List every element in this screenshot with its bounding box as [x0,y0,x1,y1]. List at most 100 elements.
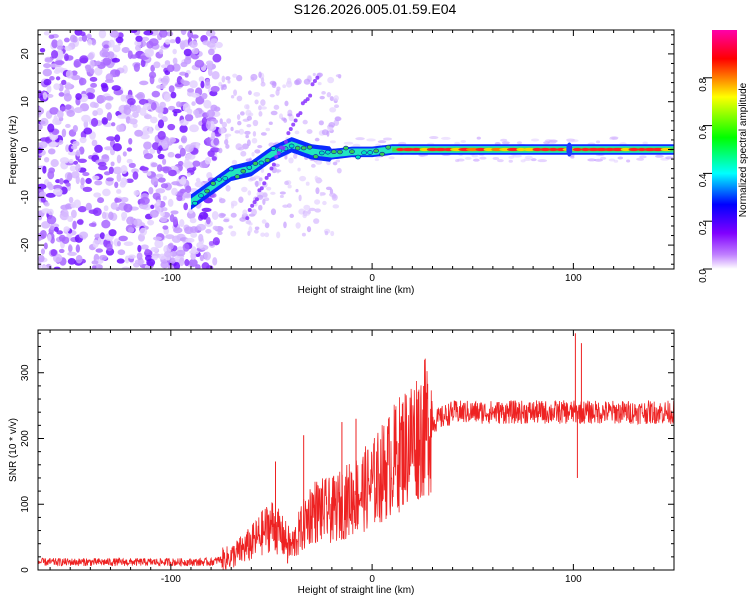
spectrogram-noise-blob [219,118,223,125]
spectrogram-noise-blob [149,209,159,218]
spectrogram-noise-blob [111,122,116,127]
spectrogram-noise-blob [189,124,199,133]
spectrogram-noise-blob [609,136,619,140]
spectrogram-noise-blob [254,226,260,230]
spectrogram-noise-blob [75,163,81,172]
spectrogram-noise-blob [317,81,322,86]
spectrogram-noise-blob [50,249,58,257]
spectrogram-noise-blob [173,111,178,117]
spectrogram-noise-blob [175,101,182,108]
spectrogram-noise-blob [206,136,211,146]
y-tick-label: 300 [20,364,31,381]
spectrogram-ridge-peak [491,147,503,152]
spectrogram-noise-blob [224,133,232,137]
spectrogram-noise-blob [112,166,123,175]
spectrogram-ridge-peak [396,147,405,152]
spectrogram-noise-blob [103,44,109,49]
spectrogram-ridge-blob [270,146,277,151]
spectrogram-noise-blob [139,166,149,171]
spectrogram-noise-blob [170,91,177,99]
spectrogram-noise-blob [205,30,216,37]
spectrogram-noise-blob [245,134,249,139]
spectrogram-noise-blob [179,257,185,267]
spectrogram-streak-blob [308,93,313,98]
spectrogram-ridge-blob [246,165,253,170]
spectrogram-noise-blob [48,167,56,174]
spectrogram-noise-blob [94,264,103,269]
spectrogram-noise-blob [254,180,259,188]
spectrogram-noise-blob [240,150,247,157]
spectrogram-ridge-peak [610,147,625,152]
spectrogram-noise-blob [161,77,169,87]
spectrogram-noise-blob [185,185,192,194]
spectrogram-noise-blob [43,78,52,86]
spectrogram-noise-blob [172,216,178,226]
spectrogram-noise-blob [215,41,223,49]
spectrogram-noise-blob [106,243,113,252]
y-tick-label: 20 [20,48,31,60]
spectrogram-noise-blob [335,159,341,163]
spectrogram-noise-blob [123,203,133,213]
spectrogram-ridge-peak [548,147,558,152]
spectrogram-noise-blob [149,75,155,85]
spectrogram-noise-blob [180,61,188,68]
spectrogram-noise-blob [52,253,63,263]
spectrogram-noise-blob [261,219,267,224]
spectrogram-noise-blob [41,208,51,214]
spectrogram-noise-blob [173,227,183,234]
spectrogram-noise-blob [40,248,45,255]
colorbar-tick-label: 0.6 [698,125,709,139]
spectrogram-noise-blob [230,200,238,207]
spectrogram-noise-blob [53,226,59,232]
spectrogram-noise-blob [135,44,142,51]
spectrogram-noise-blob [212,237,220,246]
spectrogram-noise-blob [206,62,213,71]
spectrogram-noise-blob [262,192,268,198]
spectrogram-noise-blob [258,71,262,78]
spectrogram-noise-blob [72,140,80,147]
spectrogram-noise-blob [329,107,337,113]
spectrogram-noise-blob [126,158,133,164]
spectrogram-ridge-blob [234,174,241,179]
spectrogram-noise-blob [153,61,161,69]
spectrogram-noise-blob [321,129,329,136]
spectrogram-noise-blob [159,48,164,55]
spectrogram-noise-blob [189,217,197,224]
spectrogram-noise-blob [440,136,451,140]
spectrogram-noise-blob [77,158,87,163]
spectrogram-noise-blob [587,158,597,162]
snr-y-axis-label: SNR (10 * v/v) [8,418,19,482]
spectrogram-ridge-blob [222,176,228,181]
spectrogram-noise-blob [116,188,122,194]
spectrogram-noise-blob [110,161,115,167]
spectrogram-noise-blob [205,120,211,130]
spectrogram-noise-blob [42,68,53,77]
spectrogram-noise-blob [303,204,311,211]
spectrogram-noise-blob [246,115,252,121]
spectrogram-noise-blob [295,222,301,229]
spectrogram-noise-blob [270,208,277,216]
spectrogram-ridge-peak [595,147,608,152]
spectrogram-noise-blob [87,52,94,60]
spectrogram-noise-blob [127,97,136,106]
spectrogram-noise-blob [160,183,169,189]
spectrogram-noise-blob [89,101,97,108]
spectrogram-noise-blob [594,158,603,162]
spectrogram-noise-blob [642,141,648,145]
spectrogram-noise-blob [188,258,198,267]
spectrogram-noise-blob [203,99,212,109]
spectrogram-noise-blob [305,181,310,186]
y-tick-label: 10 [20,96,31,108]
spectrogram-noise-blob [134,129,144,137]
spectrogram-noise-blob [65,182,71,187]
spectrogram-noise-blob [230,126,234,132]
spectrogram-noise-blob [230,94,235,99]
spectrogram-ridge-peak [443,147,454,152]
spectrogram-noise-blob [246,104,250,110]
spectrogram-noise-blob [105,73,114,82]
spectrogram-noise-blob [318,120,324,126]
spectrogram-noise-blob [210,85,220,93]
spectrogram-noise-blob [68,196,74,204]
spectrogram-streak-blob [264,175,269,180]
spectrogram-noise-blob [285,80,293,88]
